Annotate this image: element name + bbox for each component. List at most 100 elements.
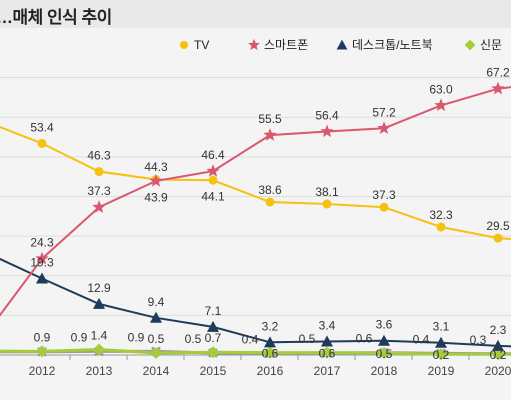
- x-tick-label: 2014: [143, 364, 170, 378]
- x-tick-label: 2020: [485, 364, 511, 378]
- data-point: [320, 124, 334, 138]
- data-label: 0.4: [242, 332, 259, 346]
- data-label: 0.5: [376, 347, 393, 361]
- data-label: 29.5: [486, 219, 510, 233]
- data-point: [492, 339, 504, 351]
- data-label: 2.3: [490, 323, 507, 337]
- data-point: [436, 222, 446, 232]
- data-point: [263, 128, 277, 141]
- data-label: 9.4: [148, 295, 165, 309]
- data-label: 0.9: [128, 330, 145, 344]
- data-point: [207, 346, 219, 359]
- data-label: 0.2: [490, 348, 507, 362]
- data-label: 7.1: [205, 304, 222, 318]
- data-label: 0.9: [71, 330, 88, 344]
- data-point: [206, 164, 220, 177]
- data-point: [435, 348, 447, 361]
- data-label: 3.2: [262, 319, 279, 333]
- data-point: [94, 167, 104, 177]
- data-label: 56.4: [315, 109, 339, 123]
- data-point: [492, 348, 504, 361]
- data-point: [207, 320, 219, 332]
- data-label: 0.5: [185, 332, 202, 346]
- data-point: [321, 346, 333, 359]
- data-point: [37, 138, 47, 148]
- data-label: 0.6: [356, 332, 373, 346]
- data-point: [93, 343, 105, 356]
- data-point: [264, 346, 276, 359]
- series-line: [0, 125, 511, 241]
- data-label: 46.4: [201, 148, 225, 162]
- data-point: [378, 347, 390, 360]
- data-label: 53.4: [30, 120, 54, 134]
- data-point: [321, 335, 333, 347]
- data-point: [93, 297, 105, 309]
- x-axis-ticks: 2012 2013 2014 2015 2016 2017 2018 2019 2020: [29, 355, 511, 378]
- data-label: 55.5: [258, 112, 282, 126]
- data-label: 44.3: [144, 160, 168, 174]
- data-point: [208, 175, 218, 185]
- legend-label: TV: [194, 38, 209, 52]
- legend-label: 스마트폰: [264, 38, 308, 52]
- data-label: 24.3: [30, 236, 54, 250]
- data-label: 0.9: [34, 330, 51, 344]
- data-label: 3.4: [319, 319, 336, 333]
- data-label: 0.6: [262, 347, 279, 361]
- data-label: 38.6: [258, 183, 282, 197]
- data-point: [377, 121, 391, 135]
- title-bar: …매체 인식 추이: [0, 0, 511, 28]
- data-label: 43.9: [144, 190, 168, 204]
- legend-marker: [248, 38, 260, 51]
- data-label: 37.3: [372, 188, 396, 202]
- x-tick-label: 2019: [428, 364, 455, 378]
- legend-marker: [179, 40, 189, 50]
- data-label: 46.3: [87, 149, 111, 163]
- data-label: 38.1: [315, 185, 339, 199]
- data-label: 0.7: [205, 331, 222, 345]
- legend-marker: [336, 39, 348, 50]
- data-label: 63.0: [429, 82, 453, 96]
- chart-title: …매체 인식 추이: [0, 8, 112, 27]
- data-point: [35, 251, 49, 265]
- data-label: 19.3: [30, 256, 54, 270]
- data-point: [491, 81, 505, 95]
- data-point: [493, 233, 503, 243]
- data-point: [322, 199, 332, 209]
- legend-label: 신문: [480, 38, 502, 52]
- data-point: [36, 345, 48, 358]
- data-label: 44.1: [201, 189, 225, 203]
- data-label: 0.3: [470, 333, 487, 347]
- data-label: 57.2: [372, 105, 396, 119]
- x-tick-label: 2016: [257, 364, 284, 378]
- data-label: 3.1: [433, 320, 450, 334]
- data-label: 32.3: [429, 208, 453, 222]
- data-point: [265, 197, 275, 207]
- data-point: [36, 272, 48, 284]
- data-point: [379, 202, 389, 212]
- data-label: 0.2: [433, 348, 450, 362]
- data-label: 67.2: [486, 66, 510, 80]
- data-label: 12.9: [87, 281, 111, 295]
- legend-marker: [464, 39, 476, 51]
- data-label: 0.5: [299, 332, 316, 346]
- data-point: [150, 347, 162, 360]
- data-label: 1.4: [91, 328, 108, 342]
- data-point: [149, 174, 163, 187]
- x-tick-label: 2018: [371, 364, 398, 378]
- data-labels: 53.4 46.3 43.9 44.1 38.6 38.1 37.3 32.3 29.5 24.3…: [30, 66, 510, 362]
- x-tick-label: 2017: [314, 364, 341, 378]
- data-label: 0.6: [319, 347, 336, 361]
- legend: TV 스마트폰 데스크톱/노트북 신문: [179, 38, 502, 52]
- data-point: [435, 336, 447, 348]
- data-label: 0.5: [148, 332, 165, 346]
- series-markers: [35, 81, 505, 361]
- x-tick-label: 2013: [86, 364, 113, 378]
- data-point: [92, 200, 106, 213]
- legend-label: 데스크톱/노트북: [352, 38, 433, 52]
- data-point: [264, 336, 276, 348]
- data-label: 0.4: [413, 332, 430, 346]
- data-label: 3.6: [376, 318, 393, 332]
- x-tick-label: 2012: [29, 364, 56, 378]
- data-point: [150, 311, 162, 323]
